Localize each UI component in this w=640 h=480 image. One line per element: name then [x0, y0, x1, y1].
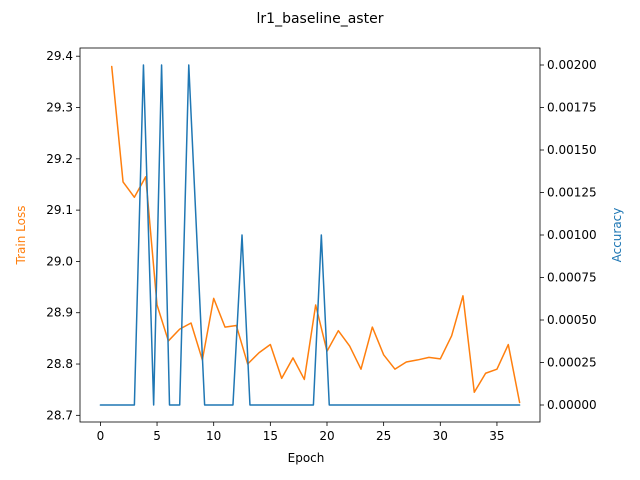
y-left-tick-label: 28.7 — [46, 408, 73, 422]
x-tick-label: 10 — [206, 429, 221, 443]
y-right-tick-label: 0.00125 — [547, 186, 597, 200]
train-loss-line — [110, 65, 521, 404]
x-tick-label: 30 — [433, 429, 448, 443]
y-right-tick-label: 0.00175 — [547, 101, 597, 115]
x-tick-label: 0 — [97, 429, 105, 443]
y-left-tick-label: 29.0 — [46, 254, 73, 268]
y-right-tick-label: 0.00100 — [547, 228, 597, 242]
x-tick-label: 35 — [489, 429, 504, 443]
y-left-tick-label: 28.8 — [46, 357, 73, 371]
y-right-axis-label: Accuracy — [610, 208, 624, 263]
plot-area: 0 5 10 15 20 25 30 35 28.7 28.8 28.9 29.0 29.1 29.2 29… — [46, 49, 596, 443]
y-right-tick-label: 0.00150 — [547, 143, 597, 157]
y-right-tick-label: 0.00200 — [547, 58, 597, 72]
y-left-tick-label: 29.3 — [46, 101, 73, 115]
y-left-axis-label: Train Loss — [14, 206, 28, 266]
y-right-tick-label: 0.00000 — [547, 398, 597, 412]
y-right-tick-label: 0.00050 — [547, 313, 597, 327]
accuracy-line — [99, 64, 521, 406]
y-left-tick-label: 29.1 — [46, 203, 73, 217]
x-tick-label: 15 — [263, 429, 278, 443]
chart-title: lr1_baseline_aster — [257, 11, 384, 27]
x-axis-label: Epoch — [288, 451, 325, 465]
x-tick-label: 20 — [319, 429, 334, 443]
plot-frame — [79, 47, 541, 423]
x-tick-label: 5 — [153, 429, 161, 443]
y-left-tick-label: 29.2 — [46, 152, 73, 166]
y-left-tick-label: 28.9 — [46, 306, 73, 320]
y-right-tick-label: 0.00075 — [547, 271, 597, 285]
y-right-tick-label: 0.00025 — [547, 356, 597, 370]
x-tick-label: 25 — [376, 429, 391, 443]
y-left-tick-label: 29.4 — [46, 49, 73, 63]
